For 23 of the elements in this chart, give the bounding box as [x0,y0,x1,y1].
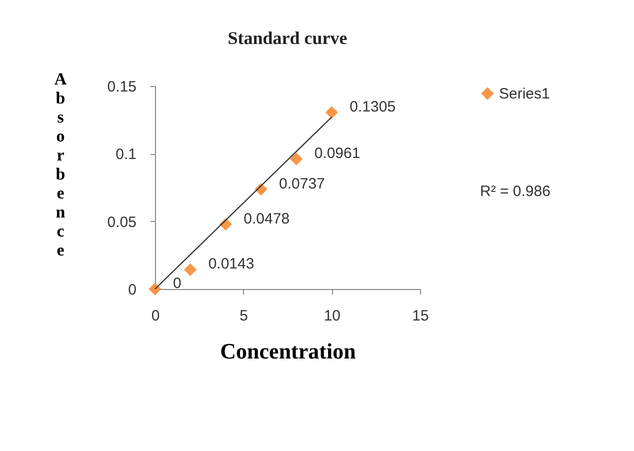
x-axis-title: Concentration [220,338,356,364]
x-tick-label: 15 [412,308,429,324]
x-tick-label: 10 [324,308,341,324]
text: R² = 0.986 [480,183,550,200]
point [184,263,197,276]
data-label: 0.1305 [350,98,396,116]
legend-label: Series1 [499,86,550,102]
y-tick-label: 0.15 [107,78,136,96]
data-label: 0.0737 [279,175,325,192]
y-tick-label: 0 [128,282,136,298]
data-label: 0.0143 [208,256,254,273]
data-label: 0.0478 [244,210,290,228]
y-tick-label: 0.1 [116,146,136,164]
chart-title: Standard curve [228,28,348,48]
data-label: 0.0961 [314,144,360,162]
data-label: 0 [173,275,182,292]
point [148,282,162,296]
text: Absorbence [54,70,67,260]
x-tick-label: 5 [240,308,248,324]
point [290,152,303,166]
y-tick-label: 0.05 [107,214,136,231]
point [325,106,338,119]
x-tick-label: 0 [151,308,160,324]
